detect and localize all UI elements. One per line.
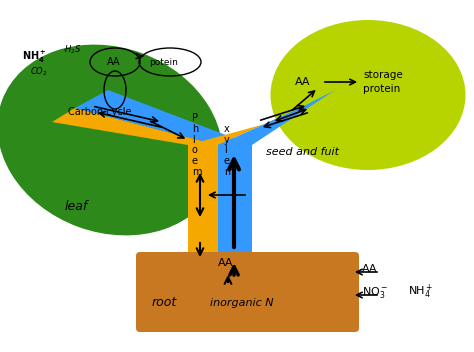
Polygon shape <box>75 90 252 145</box>
Text: AA: AA <box>218 258 234 268</box>
Text: $\mathbf{NH_4^+}$: $\mathbf{NH_4^+}$ <box>22 49 46 65</box>
Text: NO$_3^-$: NO$_3^-$ <box>362 285 388 300</box>
Polygon shape <box>218 90 335 145</box>
Polygon shape <box>188 108 300 145</box>
Text: leaf: leaf <box>65 200 88 213</box>
Text: seed and fuit: seed and fuit <box>266 147 339 157</box>
Polygon shape <box>52 108 218 145</box>
Text: Carbon cycle: Carbon cycle <box>68 107 131 117</box>
Text: potein: potein <box>149 58 178 67</box>
Text: AA: AA <box>295 77 310 87</box>
FancyBboxPatch shape <box>136 252 359 332</box>
Text: $\cdot H_2S$: $\cdot H_2S$ <box>62 43 82 56</box>
Text: inorganic N: inorganic N <box>210 298 273 308</box>
Text: storage: storage <box>363 70 403 80</box>
Text: $CO_2$: $CO_2$ <box>30 66 47 78</box>
Ellipse shape <box>0 45 223 235</box>
Text: x
y
l
e
m: x y l e m <box>224 124 234 177</box>
Ellipse shape <box>271 20 465 170</box>
Bar <box>188 145 218 255</box>
Bar <box>218 145 252 255</box>
Text: AA: AA <box>107 57 120 67</box>
Text: protein: protein <box>363 84 400 94</box>
Text: NH$_4^+$: NH$_4^+$ <box>408 283 434 301</box>
Text: P
h
l
o
e
m: P h l o e m <box>192 113 201 177</box>
Text: AA: AA <box>362 264 377 274</box>
Text: root: root <box>152 296 177 309</box>
